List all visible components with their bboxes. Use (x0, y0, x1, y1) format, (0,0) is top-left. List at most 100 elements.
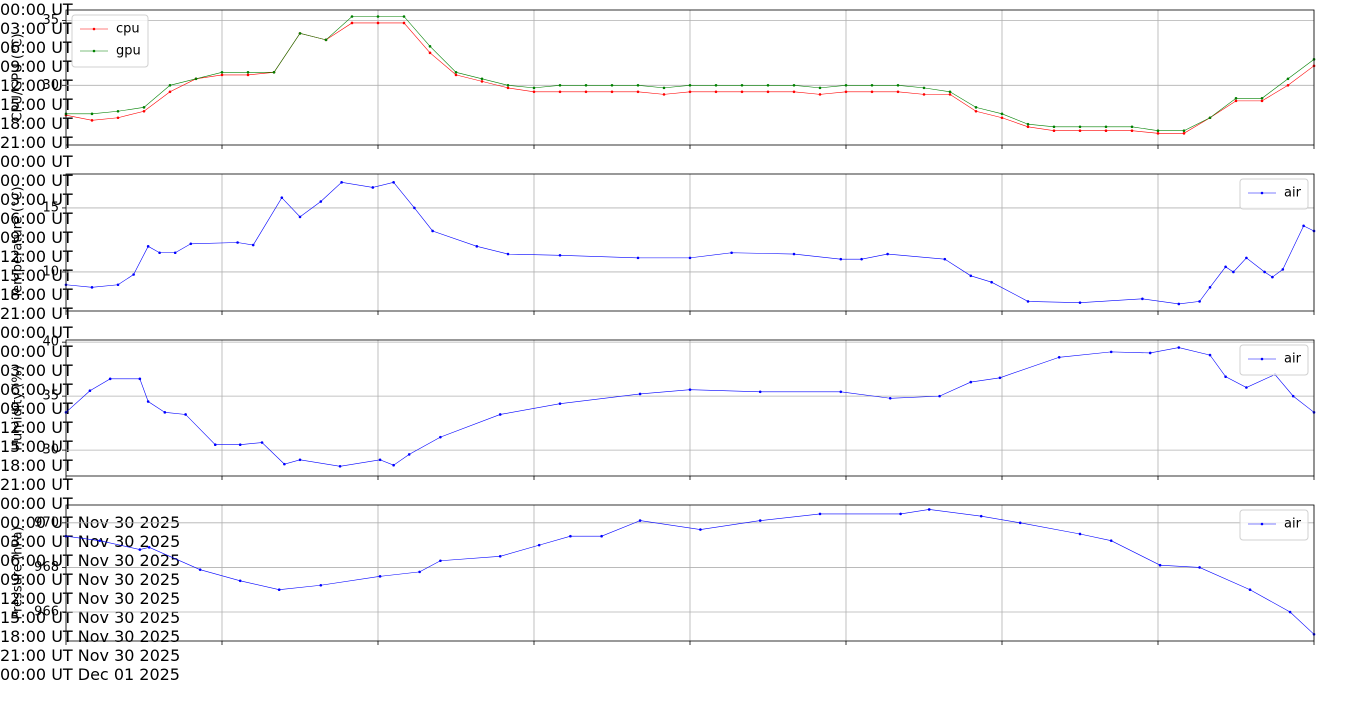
point (1078, 532, 1082, 536)
x-tick-label: 00:00 UT (0, 494, 73, 513)
x-tick-label: 09:00 UT (0, 399, 73, 418)
legend-box (71, 14, 149, 68)
point (147, 546, 151, 549)
y-axis-label: Temperature (°C) (11, 186, 26, 299)
point (338, 464, 342, 468)
x-tick-label: 15:00 UT (0, 437, 73, 456)
point (818, 512, 822, 516)
point (740, 83, 744, 87)
point (870, 90, 874, 94)
point (569, 534, 572, 538)
point (498, 554, 502, 558)
point (283, 462, 286, 466)
point (138, 548, 142, 551)
point (1288, 610, 1292, 614)
point (260, 441, 264, 444)
point (1026, 122, 1030, 126)
point (324, 38, 328, 42)
point (1263, 270, 1266, 274)
point (974, 106, 978, 109)
x-tick-label: 00:00 UT (0, 171, 73, 190)
x-tick-label: 06:00 UT Nov 30 2025 (0, 551, 181, 570)
point (943, 257, 947, 261)
point (792, 252, 796, 256)
point (407, 453, 411, 456)
point (1000, 116, 1004, 120)
point (896, 83, 900, 87)
legend-marker (1260, 522, 1264, 526)
point (1104, 129, 1108, 133)
point (730, 251, 733, 255)
x-tick-label: 18:00 UT (0, 285, 73, 304)
point (480, 77, 484, 81)
point (969, 274, 973, 278)
point (584, 83, 588, 87)
x-tick-label: 15:00 UT Nov 30 2025 (0, 608, 181, 627)
point (969, 380, 973, 384)
point (1000, 112, 1004, 116)
point (860, 257, 863, 261)
point (1026, 125, 1030, 129)
x-tick-label: 06:00 UT (0, 209, 73, 228)
point (1141, 297, 1144, 301)
point (584, 90, 588, 94)
point (558, 90, 562, 94)
x-tick-label: 03:00 UT (0, 19, 73, 38)
point (506, 252, 510, 256)
point (1245, 386, 1248, 389)
point (1234, 99, 1238, 103)
point (638, 392, 642, 396)
point (246, 73, 250, 77)
x-tick-label: 12:00 UT (0, 76, 73, 95)
point (378, 575, 382, 578)
point (558, 402, 562, 405)
y-tick-label: 30 (42, 443, 59, 458)
point (132, 273, 135, 276)
point (246, 71, 250, 74)
point (766, 90, 770, 94)
point (699, 528, 702, 531)
point (1052, 125, 1056, 129)
point (1078, 129, 1082, 133)
legend-box (1239, 509, 1309, 541)
plot-frame (65, 339, 1315, 477)
x-tick-label: 21:00 UT (0, 133, 73, 152)
point (298, 32, 302, 35)
x-tick-label: 21:00 UT Nov 30 2025 (0, 646, 181, 665)
point (948, 90, 952, 94)
point (168, 90, 172, 94)
point (766, 83, 770, 87)
legend-marker (1260, 191, 1264, 195)
legend-label: gpu (116, 44, 141, 59)
y-tick-label: 966 (34, 605, 59, 620)
point (927, 508, 931, 511)
point (1302, 224, 1305, 228)
x-tick-label: 12:00 UT (0, 418, 73, 437)
point (439, 435, 442, 439)
legend-marker (92, 49, 96, 53)
point (1271, 275, 1274, 279)
x-tick-label: 15:00 UT (0, 95, 73, 114)
legend-label: air (1284, 352, 1302, 367)
point (948, 93, 952, 96)
x-tick-label: 21:00 UT (0, 475, 73, 494)
y-tick-label: 35 (42, 389, 59, 404)
point (758, 390, 762, 394)
point (1158, 563, 1162, 567)
x-tick-label: 12:00 UT (0, 247, 73, 266)
point (439, 559, 442, 563)
point (758, 519, 762, 522)
point (418, 570, 421, 574)
point (899, 512, 902, 516)
point (537, 543, 541, 547)
point (1260, 99, 1264, 103)
plot-frame (65, 9, 1315, 146)
point (184, 413, 187, 416)
point (1234, 96, 1238, 100)
point (1078, 125, 1082, 129)
point (1232, 270, 1235, 274)
point (1281, 268, 1285, 271)
x-tick-label: 06:00 UT (0, 38, 73, 57)
point (1245, 256, 1248, 260)
point (1224, 265, 1227, 269)
